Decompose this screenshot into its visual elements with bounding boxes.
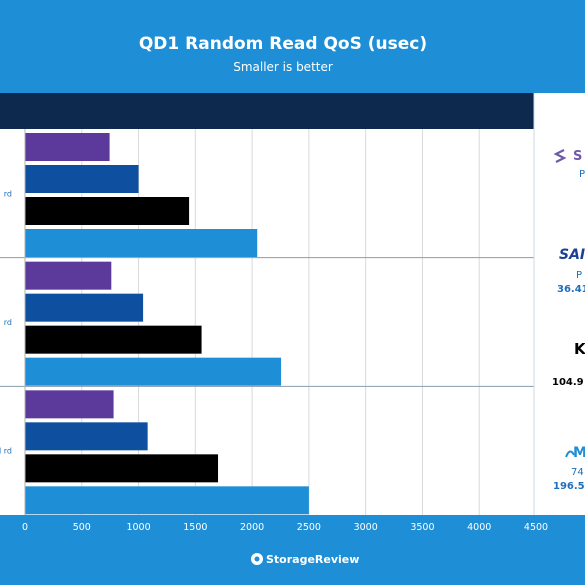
- legend-entry-2-line-1: P: [576, 270, 582, 281]
- x-tick-label-1500: 1500: [183, 522, 207, 533]
- bar-group1-series4: [25, 229, 258, 257]
- bar-group1-series1: [25, 133, 110, 161]
- bar-group3-series3: [25, 454, 219, 483]
- bar-group2-series1: [25, 261, 112, 290]
- bars: [25, 133, 309, 515]
- x-tick-label-500: 500: [73, 522, 91, 533]
- bar-group3-series4: [25, 486, 309, 515]
- category-label-2: rd: [4, 318, 12, 327]
- grid-lines: [81, 129, 537, 515]
- legend-entry-3: K 104.9: [552, 340, 585, 388]
- bar-group1-series3: [25, 197, 190, 225]
- legend-panel: [534, 93, 585, 515]
- legend-logo-4-icon: [565, 450, 575, 458]
- x-tick-label-2500: 2500: [297, 522, 321, 533]
- x-tick-label-4000: 4000: [467, 522, 491, 533]
- legend-logo-1-icon: [553, 149, 567, 163]
- x-tick-label-2000: 2000: [240, 522, 264, 533]
- x-axis-band: [0, 515, 585, 585]
- group-separators: [0, 257, 534, 387]
- legend-logo-2-text: SAI: [559, 247, 585, 263]
- legend-entry-4-line-2: 196.58: [553, 481, 585, 492]
- bar-group3-series2: [25, 422, 148, 451]
- legend-entry-1: SP: [553, 149, 585, 180]
- x-tick-label-4500: 4500: [524, 522, 548, 533]
- bar-group2-series4: [25, 357, 282, 386]
- category-label-3: d rd: [0, 447, 12, 456]
- legend-entry-1-line-1: P: [579, 169, 585, 180]
- storagereview-logo-inner: [254, 556, 260, 562]
- x-tick-label-3000: 3000: [354, 522, 378, 533]
- footer-brand-text: StorageReview: [266, 553, 359, 566]
- plot-area: [0, 129, 534, 515]
- legend-logo-1-text: S: [573, 149, 582, 164]
- legend-logo-3-text: K: [574, 340, 585, 358]
- title-band: [0, 0, 585, 93]
- category-label-1: rd: [4, 189, 12, 198]
- header-strip: [0, 93, 534, 129]
- bar-group3-series1: [25, 390, 114, 419]
- x-axis-ticks: 0 500 1000 1500 2000 2500 3000 3500 4000 4500: [22, 522, 548, 533]
- x-tick-label-0: 0: [22, 522, 28, 533]
- legend-entry-4-line-1: 74: [571, 467, 584, 478]
- bar-group2-series2: [25, 293, 144, 322]
- legend-entry-2-line-2: 36.41: [557, 284, 585, 295]
- x-tick-label-3500: 3500: [410, 522, 434, 533]
- chart-subtitle: Smaller is better: [233, 60, 333, 74]
- legend-entry-2: SAI P 36.41: [557, 247, 585, 295]
- category-labels: rd rd d rd: [0, 189, 12, 455]
- legend-entry-3-line-1: 104.9: [552, 377, 584, 388]
- footer-brand: StorageReview: [251, 553, 359, 566]
- legend-logo-4-text: M: [573, 445, 585, 461]
- bar-group1-series2: [25, 165, 139, 193]
- bar-group2-series3: [25, 325, 202, 354]
- legend-entry-4: M 74 196.58: [553, 445, 585, 492]
- x-tick-label-1000: 1000: [126, 522, 150, 533]
- chart-title: QD1 Random Read QoS (usec): [139, 34, 427, 54]
